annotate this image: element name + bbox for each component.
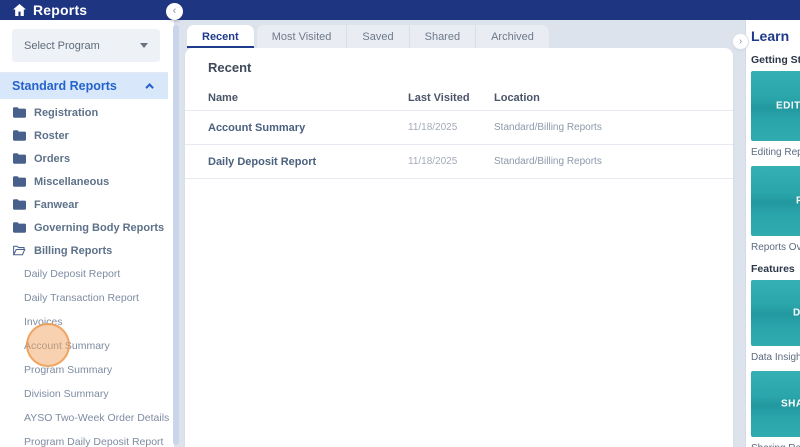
folder-icon xyxy=(13,222,26,233)
location-value: Standard/Billing Reports xyxy=(494,122,602,133)
tab-recent[interactable]: Recent xyxy=(187,25,254,48)
tile-caption: Editing Repor xyxy=(751,147,800,158)
chevron-up-icon xyxy=(145,83,154,92)
location-value: Standard/Billing Reports xyxy=(494,156,602,167)
folder-open-icon xyxy=(13,245,26,256)
last-visited-value: 11/18/2025 xyxy=(408,122,458,133)
learn-card-data-insights[interactable]: DAT xyxy=(751,280,800,346)
report-link-daily-deposit-report[interactable]: Daily Deposit Report xyxy=(208,155,317,168)
last-visited-value: 11/18/2025 xyxy=(408,156,458,167)
learn-card-reports-overview[interactable]: R xyxy=(751,166,800,236)
sidebar-scrollbar[interactable] xyxy=(173,25,179,445)
learn-card-sharing-reports[interactable]: SHAR xyxy=(751,371,800,437)
sidebar-item-registration[interactable]: Registration xyxy=(0,101,168,124)
tile-caption: Reports Overv xyxy=(751,242,800,253)
folder-icon xyxy=(13,176,26,187)
learn-panel-title: Learn xyxy=(751,28,790,44)
tile-caption: Sharing Repor xyxy=(751,443,800,447)
tab-archived[interactable]: Archived xyxy=(475,25,549,48)
program-select-value: Select Program xyxy=(24,39,100,52)
sidebar-item-daily-transaction-report[interactable]: Daily Transaction Report xyxy=(24,292,139,304)
sidebar-collapse-button[interactable]: ‹ xyxy=(166,3,183,20)
column-header-last-visited: Last Visited xyxy=(408,91,470,104)
sidebar-item-program-summary[interactable]: Program Summary xyxy=(24,364,113,376)
folder-icon xyxy=(13,130,26,141)
sidebar-item-miscellaneous[interactable]: Miscellaneous xyxy=(0,170,168,193)
home-icon[interactable] xyxy=(13,4,26,16)
tab-saved[interactable]: Saved xyxy=(346,25,408,48)
tile-text: R xyxy=(796,196,800,207)
inactive-tab-group: Most Visited Saved Shared Archived xyxy=(256,25,549,48)
column-header-name: Name xyxy=(208,91,238,104)
card-heading: Recent xyxy=(208,60,252,75)
program-select[interactable]: Select Program xyxy=(12,29,160,62)
sidebar-item-division-summary[interactable]: Division Summary xyxy=(24,388,109,400)
sidebar-item-billing-reports[interactable]: Billing Reports xyxy=(0,239,168,262)
section-label: Standard Reports xyxy=(12,79,117,93)
report-link-account-summary[interactable]: Account Summary xyxy=(208,121,306,134)
column-header-location: Location xyxy=(494,91,540,104)
page-title: Reports xyxy=(33,2,88,18)
sidebar-item-daily-deposit-report[interactable]: Daily Deposit Report xyxy=(24,268,121,280)
sidebar-item-program-daily-deposit-report[interactable]: Program Daily Deposit Report xyxy=(24,436,164,447)
tile-text: EDITI xyxy=(776,100,800,112)
folder-icon xyxy=(13,107,26,118)
tab-most-visited[interactable]: Most Visited xyxy=(271,30,332,43)
sidebar-item-fanwear[interactable]: Fanwear xyxy=(0,193,168,216)
sidebar-section-standard-reports[interactable]: Standard Reports xyxy=(0,72,168,99)
folder-list: Registration Roster Orders Miscellaneous… xyxy=(0,101,168,262)
tab-shared[interactable]: Shared xyxy=(408,25,475,48)
learn-section-features: Features xyxy=(751,263,795,275)
learn-panel-expand-button[interactable]: › xyxy=(733,34,748,49)
recent-reports-table: Name Last Visited Location Account Summa… xyxy=(185,89,733,179)
sidebar-item-account-summary[interactable]: Account Summary xyxy=(24,340,110,352)
table-row[interactable]: Account Summary 11/18/2025 Standard/Bill… xyxy=(185,111,733,145)
sidebar-item-invoices[interactable]: Invoices xyxy=(24,316,63,328)
learn-panel: Learn Getting Star EDITI Editing Repor R… xyxy=(745,20,800,447)
recent-reports-card: Recent Name Last Visited Location Accoun… xyxy=(185,48,733,447)
billing-report-list: Daily Deposit Report Daily Transaction R… xyxy=(0,262,172,447)
app-header: Reports xyxy=(0,0,800,20)
folder-icon xyxy=(13,153,26,164)
folder-icon xyxy=(13,199,26,210)
sidebar-item-roster[interactable]: Roster xyxy=(0,124,168,147)
learn-section-getting-started: Getting Star xyxy=(751,54,800,66)
report-tabs: Recent Most Visited Saved Shared Archive… xyxy=(187,25,549,48)
sidebar-item-orders[interactable]: Orders xyxy=(0,147,168,170)
tile-text: SHAR xyxy=(781,398,800,410)
chevron-down-icon xyxy=(140,43,148,48)
sidebar-item-ayso-two-week-order-details[interactable]: AYSO Two-Week Order Details R... xyxy=(24,412,172,424)
learn-card-editing-reports[interactable]: EDITI xyxy=(751,71,800,141)
tile-caption: Data Insights xyxy=(751,352,800,363)
tile-text: DAT xyxy=(793,307,800,319)
table-header-row: Name Last Visited Location xyxy=(185,89,733,111)
sidebar: Select Program Standard Reports Registra… xyxy=(0,20,174,447)
table-row[interactable]: Daily Deposit Report 11/18/2025 Standard… xyxy=(185,145,733,179)
sidebar-item-governing-body-reports[interactable]: Governing Body Reports xyxy=(0,216,168,239)
